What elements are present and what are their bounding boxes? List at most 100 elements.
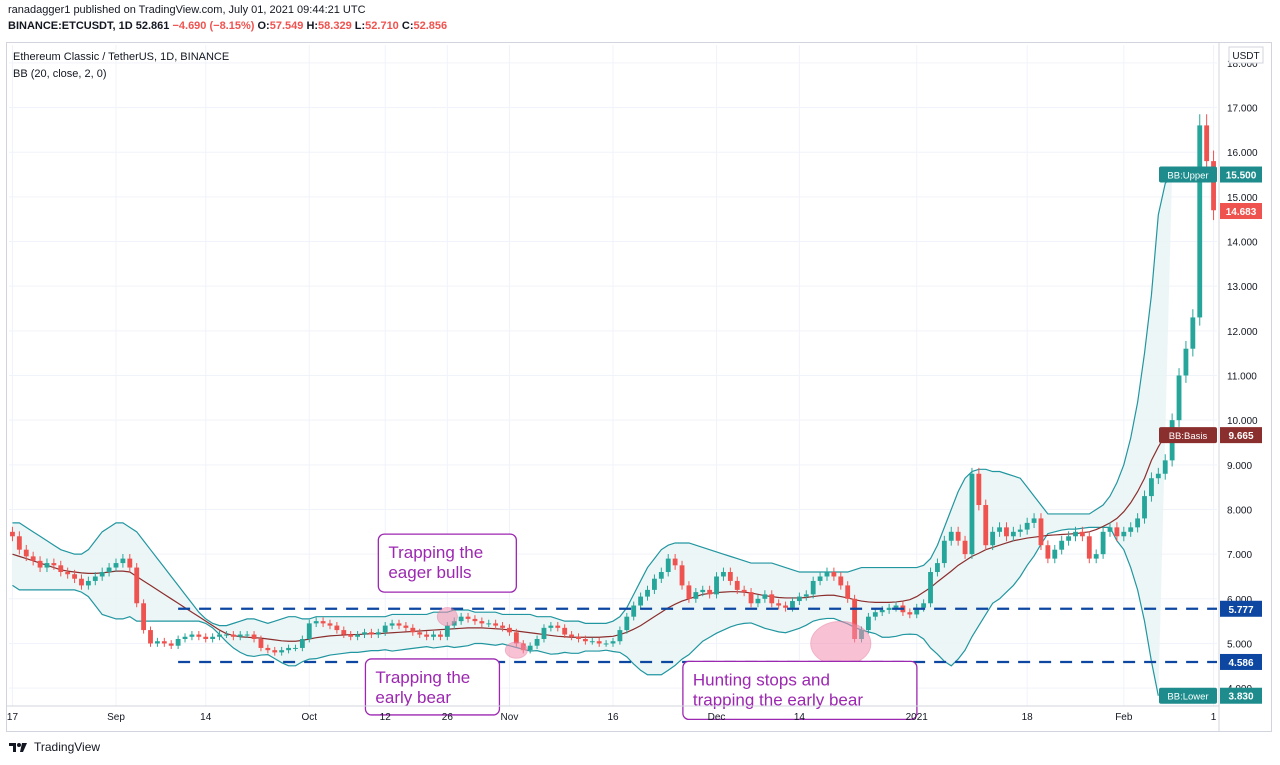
candle-body (58, 565, 64, 573)
candle-body (444, 625, 450, 637)
candle-body (1114, 527, 1120, 537)
candle-body (1142, 496, 1147, 519)
price-label-name-box (1159, 687, 1217, 704)
price-tick-label: 9.000 (1227, 461, 1252, 472)
candle-body (431, 634, 436, 637)
candle-body (1045, 545, 1051, 559)
candle-body (569, 634, 574, 637)
candle-body (990, 531, 996, 546)
candle-body (424, 634, 430, 637)
candle-body (1031, 518, 1037, 523)
candle-body (479, 621, 485, 624)
candle-body (727, 572, 733, 581)
candle-body (1066, 536, 1072, 541)
annotation-box (682, 660, 918, 721)
candle-body (258, 639, 264, 648)
candle-body (486, 623, 492, 625)
grid (9, 45, 1217, 706)
candle-body (230, 634, 236, 637)
price-tick-label: 17.000 (1227, 104, 1258, 115)
candle-body (672, 558, 678, 566)
close-value: 52.856 (413, 20, 448, 32)
time-tick-label: 12 (380, 712, 392, 723)
candle-body (1162, 460, 1168, 474)
tradingview-logo-icon (9, 743, 27, 752)
candle-body (334, 625, 340, 631)
annotation-text: Trapping the (388, 543, 483, 562)
candle-body (576, 636, 581, 640)
candle-body (362, 632, 367, 635)
annotation-text: early bear (375, 688, 451, 707)
candle-body (1197, 125, 1203, 318)
time-tick-label: 17 (7, 712, 18, 723)
close-label: C: (401, 20, 414, 32)
candle-body (1128, 527, 1134, 532)
candle-body (582, 639, 588, 642)
time-tick-label: 26 (442, 712, 454, 723)
candle-body (410, 627, 416, 633)
candle-body (493, 623, 499, 626)
candle-body (893, 605, 899, 608)
candle-body (513, 632, 519, 644)
candle-body (279, 650, 285, 653)
candle-body (714, 576, 719, 595)
candle-body (1017, 529, 1023, 532)
candle-body (762, 594, 768, 599)
price-label-name: BB:Basis (1169, 431, 1208, 442)
price-label-value: 5.777 (1228, 605, 1253, 616)
annotation-highlight (504, 641, 528, 659)
symbol: BINANCE:ETCUSDT, 1D (8, 20, 133, 32)
candle-body (935, 563, 940, 573)
candle-body (189, 634, 195, 637)
candle-body (721, 572, 726, 577)
currency-box[interactable] (1228, 46, 1264, 64)
candle-body (465, 616, 471, 619)
time-axis: 17 Sep 14 Oct 12 26 Nov 16 Dec 14 2021 18 Feb 1 (7, 705, 1219, 723)
candle-body (1004, 527, 1009, 537)
price-tick-label: 16.000 (1227, 148, 1258, 159)
price-label-value: 3.830 (1228, 692, 1253, 703)
candle-body (755, 598, 761, 604)
price-tick-label: 12.000 (1227, 327, 1258, 338)
candle-body (1038, 518, 1044, 546)
price-tick-label: 11.000 (1227, 372, 1257, 383)
candle-body (44, 563, 50, 568)
candle-body (265, 647, 271, 651)
candle-body (1010, 531, 1016, 537)
candle-body (293, 647, 298, 649)
candle-body (872, 612, 878, 617)
price-label-value: 4.586 (1228, 658, 1253, 669)
candle-body (1121, 531, 1127, 537)
candle-body (72, 574, 77, 579)
candle-body (168, 643, 174, 646)
candle-body (983, 505, 989, 546)
candle-body (665, 558, 671, 573)
bb-fill (12, 174, 1173, 696)
candle-body (196, 634, 202, 637)
candle-body (1052, 549, 1058, 559)
candle-body (1093, 554, 1099, 559)
candle-body (299, 639, 305, 648)
candle-body (182, 636, 188, 640)
candle-body (741, 589, 747, 593)
candle-body (30, 556, 36, 561)
candle-body (472, 618, 478, 622)
annotation-text: trapping the early bear (693, 690, 863, 709)
price-label-box (1220, 203, 1262, 220)
candle-body (838, 576, 844, 586)
chart-frame[interactable]: Trapping the eager bulls Trapping the early… (6, 42, 1272, 732)
price-label-name: BB:Lower (1167, 692, 1208, 703)
legend-indicator: BB (20, close, 2, 0) (13, 68, 107, 80)
candle-body (1155, 473, 1161, 479)
candle-body (106, 567, 112, 573)
price-tick-label: 7.000 (1227, 550, 1252, 561)
candle-body (1176, 375, 1182, 421)
candle-body (355, 634, 361, 637)
bollinger-bands (12, 174, 1173, 696)
candle-body (23, 549, 29, 557)
candle-body (603, 643, 609, 645)
time-tick-label: Sep (107, 712, 125, 723)
price-tick-label: 5.000 (1227, 639, 1252, 650)
candle-body (389, 623, 395, 626)
